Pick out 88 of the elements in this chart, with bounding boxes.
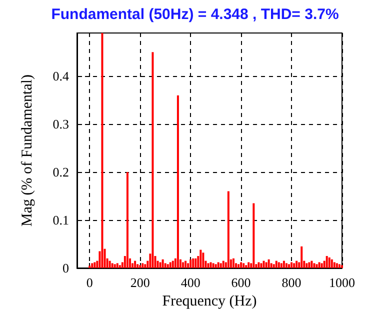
bar bbox=[310, 260, 313, 268]
bar bbox=[333, 262, 336, 268]
bar bbox=[94, 262, 96, 268]
bar bbox=[190, 259, 192, 268]
bar bbox=[210, 262, 212, 268]
bar bbox=[272, 264, 275, 268]
x-axis-title: Frequency (Hz) bbox=[162, 294, 257, 310]
bar bbox=[164, 263, 166, 268]
bar bbox=[245, 265, 248, 268]
bar bbox=[278, 262, 280, 268]
bar bbox=[162, 259, 164, 268]
x-tick-label: 800 bbox=[282, 275, 302, 290]
bar bbox=[118, 265, 121, 268]
bar bbox=[308, 262, 310, 268]
bar bbox=[111, 263, 114, 268]
bar bbox=[282, 260, 285, 268]
bar bbox=[238, 264, 240, 268]
bar bbox=[207, 263, 210, 268]
bar bbox=[252, 203, 255, 268]
bar bbox=[288, 264, 290, 268]
bar bbox=[328, 257, 330, 268]
bar bbox=[220, 263, 222, 268]
bar bbox=[300, 246, 303, 268]
bar bbox=[194, 258, 197, 268]
bar bbox=[242, 263, 245, 268]
bar bbox=[275, 260, 278, 268]
bar bbox=[285, 263, 288, 268]
y-axis-title: Mag (% of Fundamental) bbox=[20, 74, 36, 227]
x-tick-label: 400 bbox=[180, 275, 200, 290]
chart-title: Fundamental (50Hz) = 4.348 , THD= 3.7% bbox=[51, 6, 339, 23]
bar bbox=[200, 250, 202, 268]
bar bbox=[318, 262, 320, 268]
x-tick-label: 600 bbox=[231, 275, 251, 290]
bar bbox=[184, 260, 187, 268]
x-tick-label: 1000 bbox=[329, 275, 355, 290]
bar bbox=[336, 263, 338, 268]
y-tick-label: 0.2 bbox=[52, 164, 69, 180]
bar bbox=[330, 259, 333, 268]
bar bbox=[326, 256, 328, 268]
bar bbox=[136, 264, 139, 268]
bar bbox=[296, 260, 298, 268]
bar bbox=[172, 260, 174, 268]
bar bbox=[320, 263, 323, 268]
bar bbox=[144, 264, 146, 268]
bar bbox=[166, 264, 169, 268]
bar bbox=[232, 258, 234, 268]
bar bbox=[108, 260, 111, 268]
bar bbox=[142, 263, 144, 268]
y-tick-label: 0.4 bbox=[52, 68, 70, 84]
y-tick-label: 0.3 bbox=[52, 116, 69, 132]
bar bbox=[116, 263, 118, 268]
bar bbox=[217, 262, 220, 268]
bar bbox=[187, 263, 190, 268]
y-tick-label: 0.1 bbox=[52, 212, 69, 228]
bar bbox=[227, 191, 230, 268]
bar bbox=[202, 252, 204, 268]
bar bbox=[101, 33, 104, 268]
bar bbox=[222, 260, 224, 268]
bar bbox=[91, 263, 94, 268]
bar bbox=[192, 258, 194, 268]
bar bbox=[260, 263, 262, 268]
bar bbox=[159, 262, 162, 268]
bar bbox=[268, 259, 270, 268]
bar bbox=[152, 52, 154, 268]
y-tick-label: 0 bbox=[62, 260, 69, 276]
x-tick-label: 200 bbox=[130, 275, 150, 290]
bar bbox=[313, 263, 316, 268]
bar bbox=[126, 172, 128, 268]
bar bbox=[248, 262, 250, 268]
bar bbox=[280, 263, 282, 268]
bar bbox=[262, 260, 265, 268]
bar bbox=[306, 263, 308, 268]
bar bbox=[114, 264, 116, 268]
bar bbox=[139, 265, 142, 268]
bar bbox=[169, 262, 172, 268]
bar bbox=[214, 264, 217, 268]
bar bbox=[293, 263, 296, 268]
bar bbox=[265, 262, 268, 268]
x-tick-label: 0 bbox=[86, 275, 93, 290]
bar bbox=[338, 264, 340, 268]
bar bbox=[270, 263, 272, 268]
bar bbox=[316, 264, 318, 268]
bar bbox=[341, 265, 343, 268]
bar bbox=[212, 263, 214, 268]
bar bbox=[182, 262, 184, 268]
bar bbox=[134, 260, 136, 268]
bar bbox=[258, 262, 260, 268]
bar bbox=[176, 95, 179, 268]
